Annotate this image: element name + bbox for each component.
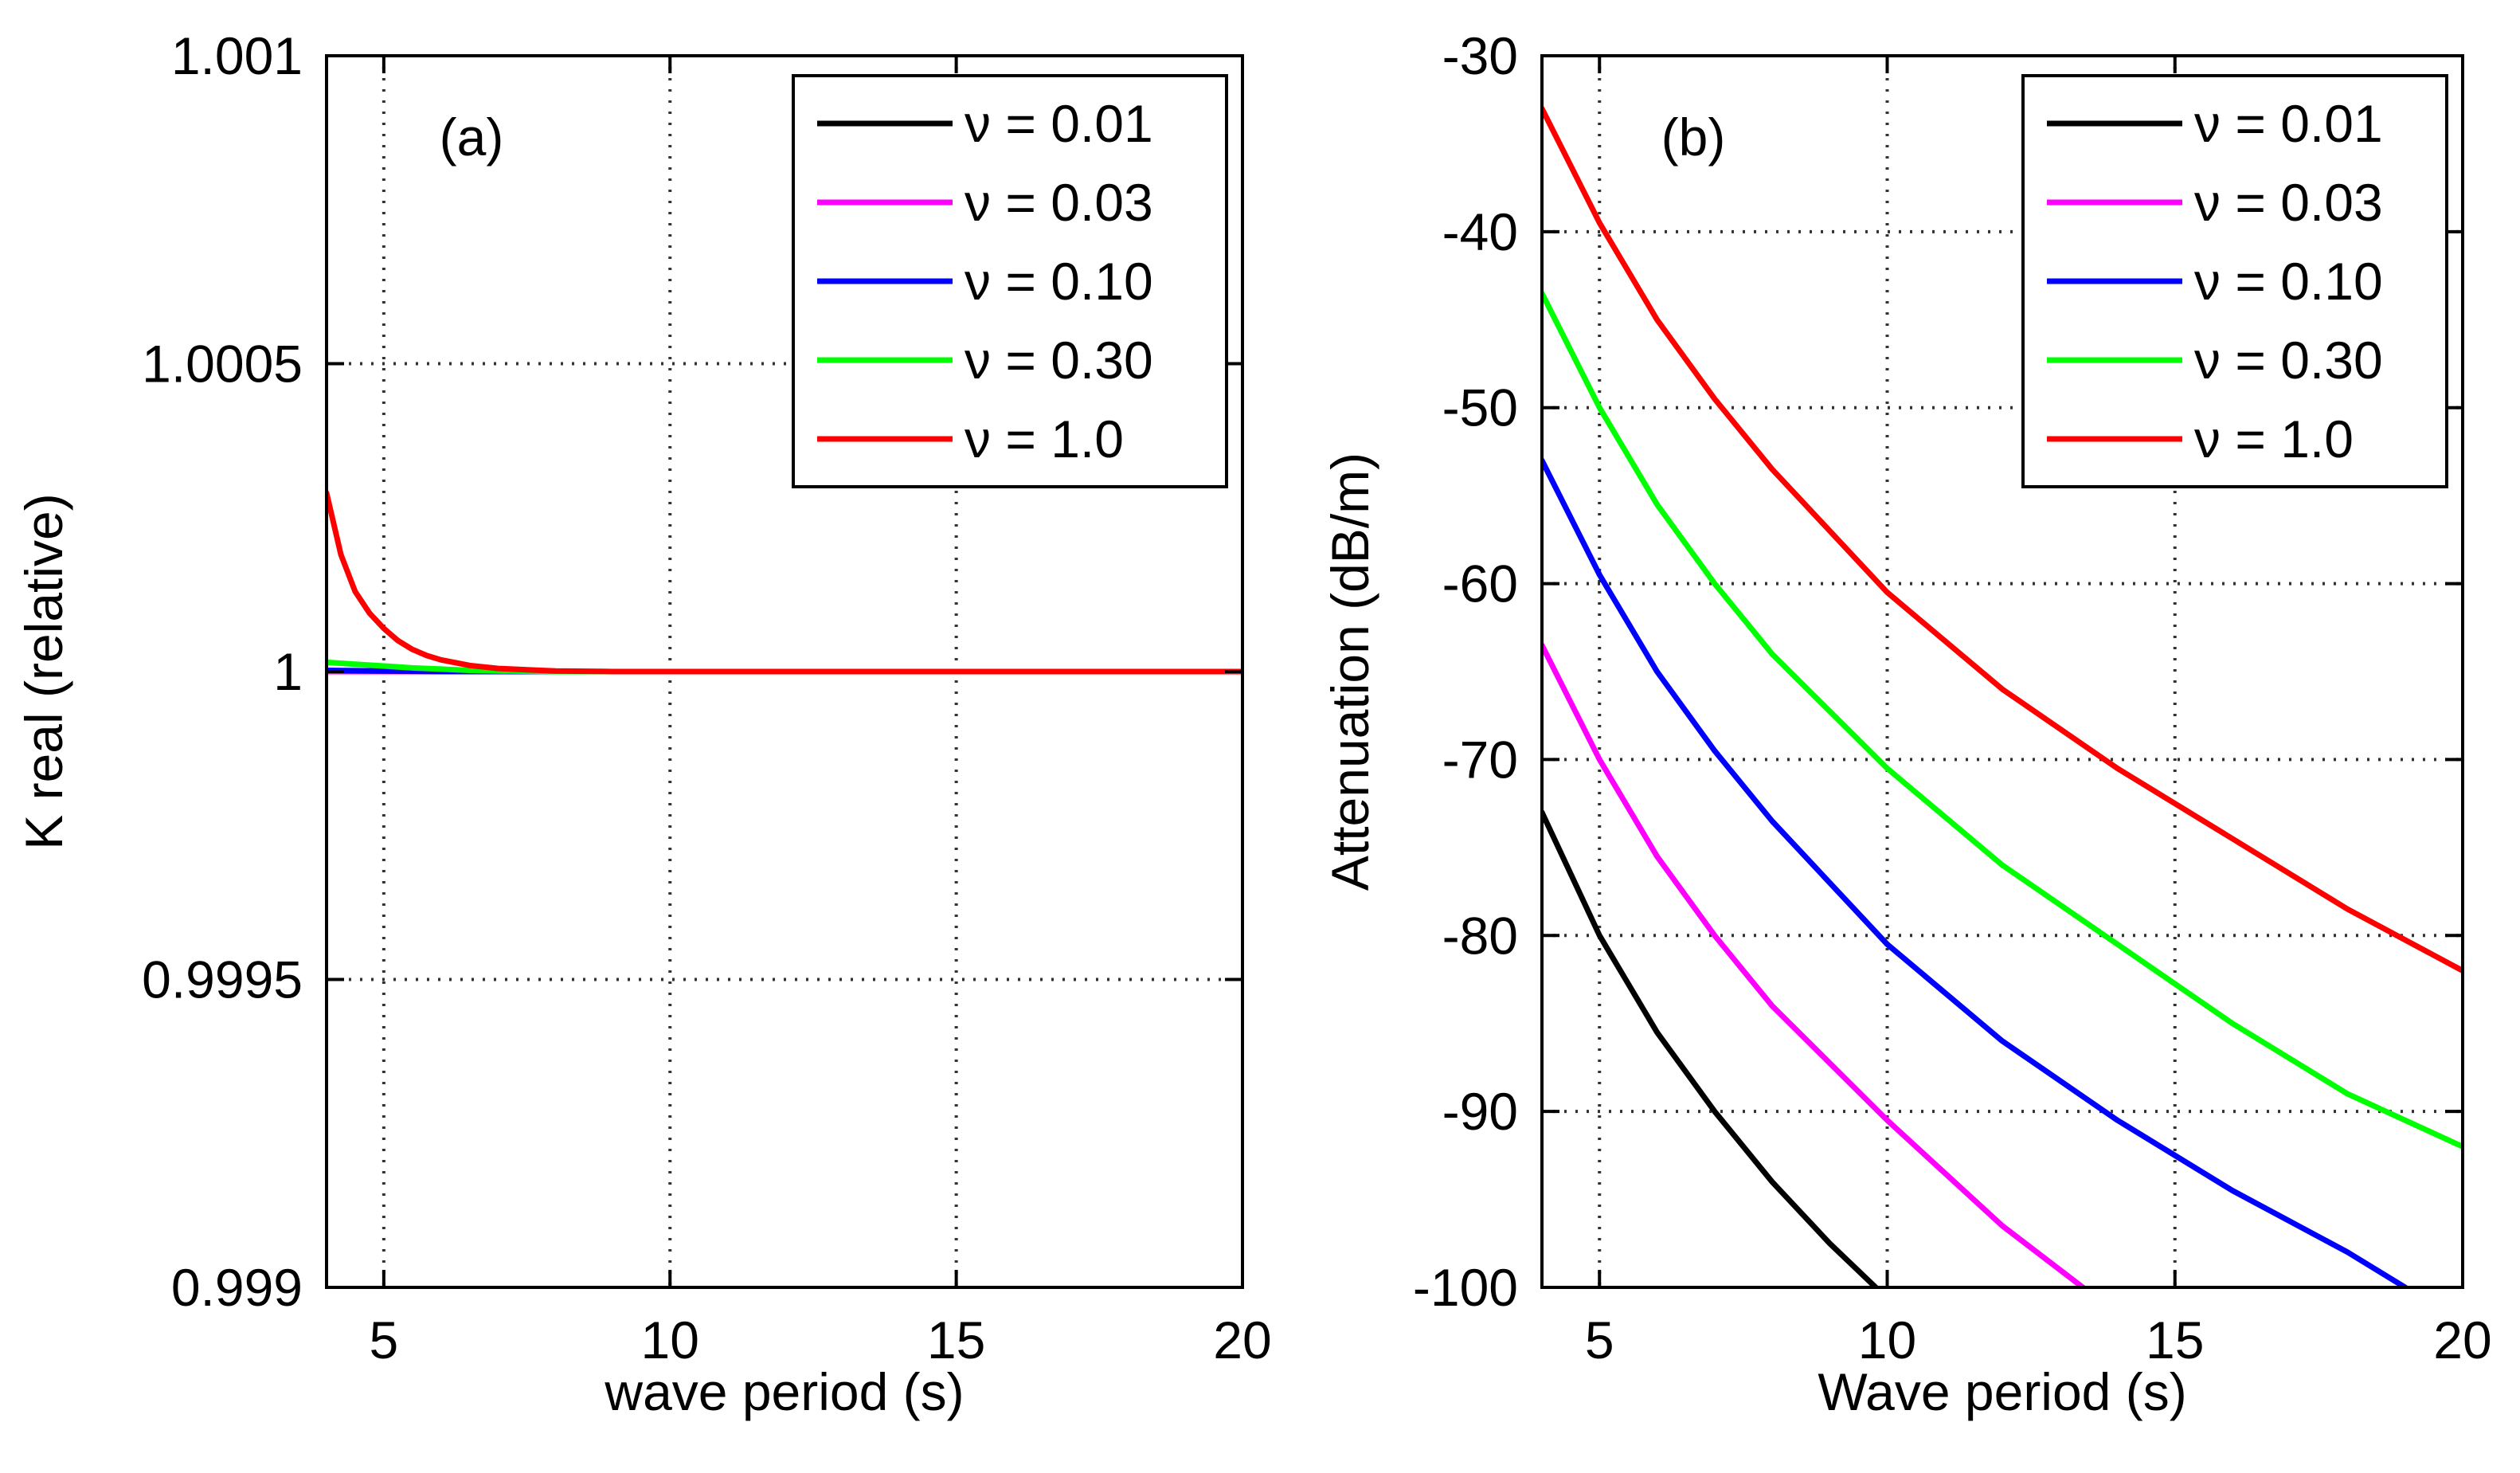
series-line-4 bbox=[327, 490, 1242, 675]
x-axis-label: wave period (s) bbox=[604, 1362, 964, 1421]
y-tick-label: -70 bbox=[1442, 730, 1518, 789]
series-group bbox=[1542, 105, 2463, 1287]
y-tick-label: -60 bbox=[1442, 554, 1518, 613]
x-tick-label: 20 bbox=[2433, 1310, 2491, 1369]
x-tick-label: 10 bbox=[641, 1310, 699, 1369]
x-tick-label: 15 bbox=[2146, 1310, 2204, 1369]
legend-label-1: ν = 0.03 bbox=[965, 173, 1153, 232]
panel-b: 5 10 15 20 -100 -90 -80 -70 -60 -50 -40 -30 Wave per… bbox=[1321, 26, 2492, 1421]
series-group bbox=[327, 490, 1242, 675]
legend-label-2: ν = 0.10 bbox=[965, 252, 1153, 311]
y-tick-label: 0.9995 bbox=[142, 950, 303, 1009]
y-tick-label: 0.999 bbox=[171, 1258, 303, 1317]
series-line-0 bbox=[1542, 809, 1879, 1287]
y-axis-label: Attenuation (dB/m) bbox=[1321, 452, 1379, 891]
legend: ν = 0.01 ν = 0.03 ν = 0.10 ν = 0.30 ν = 1.0 bbox=[792, 74, 1228, 488]
legend-label-0: ν = 0.01 bbox=[965, 94, 1153, 153]
x-tick-label: 5 bbox=[1585, 1310, 1614, 1369]
axes-frame bbox=[1540, 54, 2464, 1289]
x-axis-label: Wave period (s) bbox=[1818, 1362, 2186, 1421]
legend-label-0: ν = 0.01 bbox=[2194, 94, 2383, 153]
x-tick-label: 5 bbox=[370, 1310, 399, 1369]
y-tick-label: 1.001 bbox=[171, 26, 303, 85]
y-tick-label: -40 bbox=[1442, 202, 1518, 261]
legend-label-4: ν = 1.0 bbox=[2194, 409, 2354, 468]
legend-label-3: ν = 0.30 bbox=[2194, 331, 2383, 390]
y-axis-label: K real (relative) bbox=[14, 493, 73, 849]
y-tick-label: -50 bbox=[1442, 378, 1518, 437]
legend-label-4: ν = 1.0 bbox=[965, 409, 1124, 468]
series-line-2 bbox=[1542, 457, 2408, 1287]
legend-label-3: ν = 0.30 bbox=[965, 331, 1153, 390]
series-line-1 bbox=[1542, 642, 2086, 1287]
panel-label: (b) bbox=[1661, 108, 1726, 166]
x-tick-label: 15 bbox=[927, 1310, 985, 1369]
legend: ν = 0.01 ν = 0.03 ν = 0.10 ν = 0.30 ν = 1.0 bbox=[2021, 74, 2448, 488]
legend-label-1: ν = 0.03 bbox=[2194, 173, 2383, 232]
y-tick-label: -100 bbox=[1413, 1258, 1518, 1317]
series-line-4 bbox=[1542, 105, 2463, 974]
panel-label: (a) bbox=[440, 108, 504, 166]
x-tick-label: 20 bbox=[1213, 1310, 1271, 1369]
y-tick-label: -80 bbox=[1442, 906, 1518, 965]
legend-label-2: ν = 0.10 bbox=[2194, 252, 2383, 311]
x-tick-label: 10 bbox=[1858, 1310, 1916, 1369]
y-tick-label: 1 bbox=[273, 642, 303, 701]
series-line-3 bbox=[1542, 290, 2463, 1150]
y-tick-label: -30 bbox=[1442, 26, 1518, 85]
panel-a: 5 10 15 20 0.999 0.9995 1 1.0005 1.001 wave perio… bbox=[14, 26, 1272, 1421]
y-tick-label: -90 bbox=[1442, 1082, 1518, 1141]
y-tick-label: 1.0005 bbox=[142, 335, 303, 394]
